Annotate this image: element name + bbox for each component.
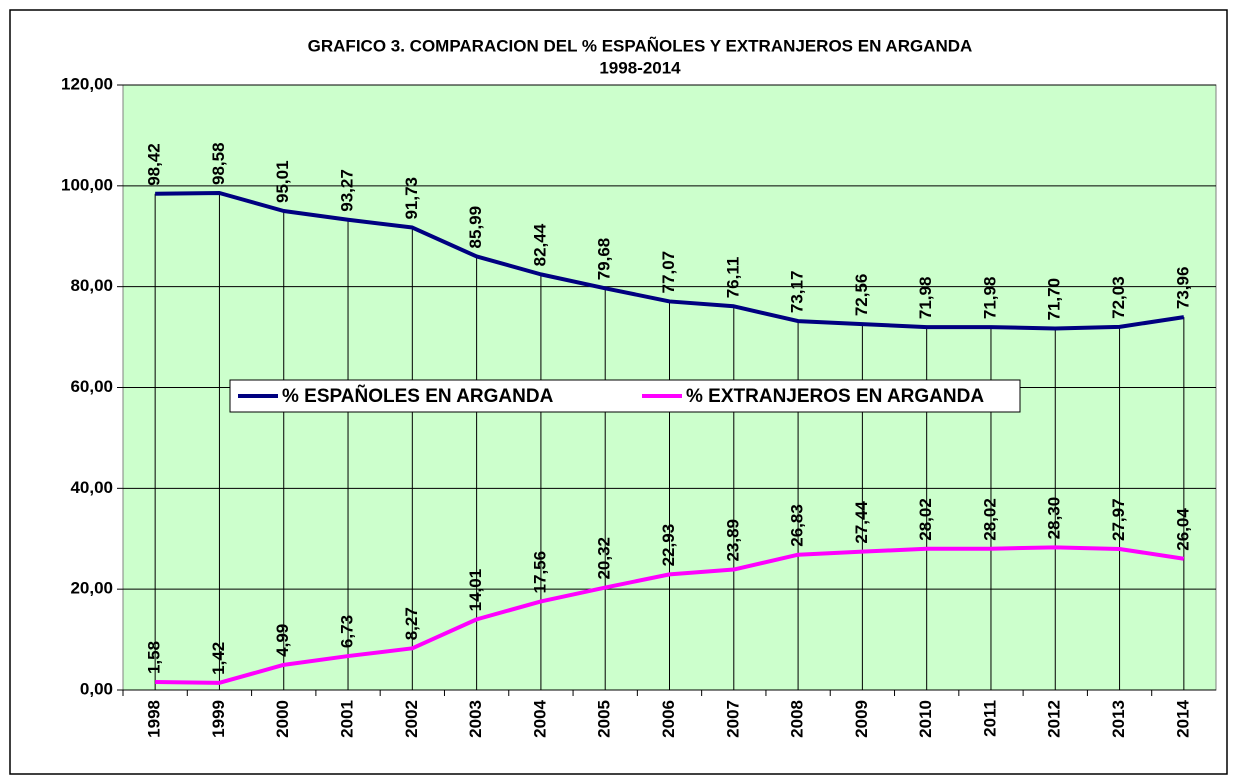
x-tick-label: 2014: [1173, 699, 1192, 737]
chart-subtitle: 1998-2014: [599, 58, 681, 77]
y-tick-label: 0,00: [80, 679, 113, 698]
data-label: 8,27: [402, 607, 421, 640]
data-label: 28,02: [980, 498, 999, 541]
data-label: 98,42: [145, 143, 164, 186]
data-label: 4,99: [273, 624, 292, 657]
data-label: 76,11: [723, 257, 742, 299]
data-label: 23,89: [723, 519, 742, 562]
x-tick-label: 1999: [209, 700, 228, 738]
data-label: 95,01: [273, 160, 292, 203]
data-label: 77,07: [659, 251, 678, 294]
data-label: 98,58: [209, 142, 228, 185]
data-label: 71,98: [980, 277, 999, 320]
data-label: 82,44: [530, 223, 549, 266]
data-label: 85,99: [466, 206, 485, 249]
x-tick-label: 2013: [1109, 700, 1128, 738]
data-label: 73,17: [788, 271, 807, 314]
x-tick-label: 1998: [145, 700, 164, 738]
data-label: 28,30: [1045, 497, 1064, 540]
data-label: 20,32: [595, 537, 614, 580]
x-tick-label: 2005: [595, 700, 614, 738]
y-tick-label: 100,00: [61, 175, 113, 194]
x-tick-label: 2009: [852, 700, 871, 738]
y-tick-label: 20,00: [70, 579, 113, 598]
data-label: 1,42: [209, 642, 228, 675]
series-line: [155, 545, 1185, 685]
x-tick-label: 2002: [402, 700, 421, 738]
y-tick-label: 60,00: [70, 377, 113, 396]
data-label: 14,01: [466, 569, 485, 612]
x-tick-label: 2000: [273, 700, 292, 738]
x-tick-label: 2008: [788, 700, 807, 738]
data-label: 71,98: [916, 277, 935, 320]
series-line: [155, 190, 1185, 331]
data-label: 27,44: [852, 501, 871, 544]
data-label: 71,70: [1045, 278, 1064, 321]
data-label: 27,97: [1109, 498, 1128, 541]
y-tick-label: 80,00: [70, 276, 113, 295]
data-label: 91,73: [402, 177, 421, 220]
data-label: 6,73: [338, 615, 357, 648]
data-label: 72,03: [1109, 276, 1128, 319]
data-label: 72,56: [852, 274, 871, 317]
chart-title: GRAFICO 3. COMPARACION DEL % ESPAÑOLES Y…: [308, 35, 973, 55]
legend-label: % ESPAÑOLES EN ARGANDA: [282, 385, 554, 407]
data-label: 26,04: [1173, 508, 1192, 551]
data-label: 26,83: [788, 504, 807, 547]
x-tick-label: 2006: [659, 700, 678, 738]
data-label: 1,58: [145, 641, 164, 674]
x-tick-label: 2010: [916, 700, 935, 738]
legend-label: % EXTRANJEROS EN ARGANDA: [686, 386, 984, 407]
x-tick-label: 2007: [723, 700, 742, 738]
x-tick-label: 2003: [466, 700, 485, 738]
data-label: 73,96: [1173, 267, 1192, 310]
data-label: 93,27: [338, 169, 357, 212]
legend-box: [229, 379, 1021, 413]
data-label: 28,02: [916, 498, 935, 541]
x-tick-label: 2004: [530, 699, 549, 737]
x-tick-label: 2012: [1045, 700, 1064, 738]
data-label: 22,93: [659, 524, 678, 567]
y-tick-label: 40,00: [70, 478, 113, 497]
x-tick-label: 2001: [338, 700, 357, 738]
x-tick-label: 2011: [980, 700, 999, 737]
data-label: 17,56: [530, 551, 549, 594]
data-label: 79,68: [595, 238, 614, 281]
y-tick-label: 120,00: [61, 74, 113, 93]
